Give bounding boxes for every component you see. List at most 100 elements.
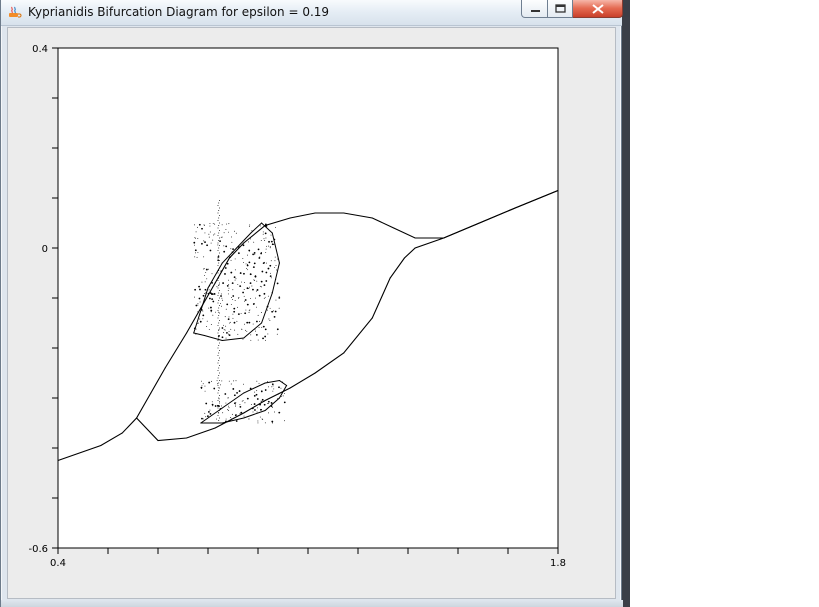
- chaotic-region-dot: [194, 296, 195, 298]
- chaotic-region-dot: [231, 282, 234, 285]
- vertical-sample-dot: [218, 277, 220, 279]
- vertical-sample-dot: [217, 272, 219, 274]
- chaotic-region-dot: [261, 326, 263, 328]
- lower-branch-series-point: [514, 207, 516, 209]
- chaotic-region-dot: [275, 279, 277, 281]
- vertical-sample-dot: [218, 290, 220, 291]
- upper-loop-series-point: [243, 337, 245, 339]
- close-button[interactable]: [573, 0, 623, 18]
- chaotic-region-dot: [222, 299, 224, 301]
- main-branch-series-point: [289, 217, 291, 219]
- chaotic-region-dot: [261, 286, 262, 288]
- chaotic-region-dot: [274, 310, 277, 313]
- vertical-sample-dot: [217, 220, 219, 221]
- chaotic-region-dot: [251, 407, 254, 410]
- chaotic-region-dot: [193, 327, 196, 330]
- chaotic-region-dot: [242, 258, 244, 260]
- chaotic-region-dot: [223, 250, 226, 253]
- maximize-button[interactable]: [548, 0, 573, 18]
- chaotic-region-dot: [207, 411, 210, 413]
- vertical-sample-dot: [218, 275, 220, 276]
- chaotic-region-dot: [248, 226, 250, 227]
- chaotic-region-dot: [253, 262, 256, 265]
- chaotic-region-dot: [234, 230, 235, 232]
- chaotic-region-dot: [235, 278, 237, 280]
- chaotic-region-dot: [252, 323, 254, 325]
- chaotic-region-dot: [249, 309, 251, 311]
- vertical-sample-dot: [218, 372, 220, 374]
- vertical-sample-dot: [218, 367, 220, 369]
- chaotic-region-dot: [260, 240, 262, 241]
- lower-loop-series-point: [286, 384, 288, 387]
- vertical-sample-dot: [218, 260, 220, 261]
- chaotic-region-dot: [211, 401, 213, 403]
- chaotic-region-dot: [262, 233, 264, 235]
- vertical-sample-dot: [218, 217, 220, 219]
- lower-loop-series-point: [264, 382, 266, 384]
- vertical-sample-dot: [217, 407, 219, 409]
- chaotic-region-dot: [221, 224, 223, 226]
- chaotic-region-dot: [278, 386, 280, 389]
- plot-panel: 0.4 1.8 0.4 0 -0.6: [7, 27, 616, 599]
- chaotic-region-dot: [214, 405, 217, 407]
- chaotic-region-dot: [225, 420, 227, 423]
- chaotic-region-dot: [242, 338, 244, 340]
- chaotic-region-dot: [223, 332, 225, 334]
- chaotic-region-dot: [244, 300, 246, 302]
- chaotic-region-dot: [256, 380, 258, 382]
- chaotic-region-dot: [211, 273, 213, 275]
- vertical-sample-dot: [218, 307, 220, 309]
- chaotic-region-dot: [218, 398, 220, 400]
- vertical-sample-dot: [218, 360, 220, 361]
- chaotic-region-dot: [257, 422, 259, 424]
- vertical-sample-dot: [217, 370, 219, 371]
- desktop-blank-area: [630, 0, 819, 607]
- chaotic-region-dot: [231, 241, 233, 243]
- chaotic-region-dot: [209, 225, 211, 227]
- chaotic-region-dot: [202, 383, 204, 385]
- vertical-sample-dot: [218, 297, 220, 299]
- chaotic-region-dot: [222, 282, 225, 284]
- chaotic-region-dot: [204, 241, 206, 244]
- chaotic-region-dot: [270, 405, 273, 408]
- chaotic-region-dot: [221, 271, 223, 273]
- chaotic-region-dot: [253, 251, 256, 254]
- upper-loop-series-point: [203, 334, 205, 337]
- chaotic-region-dot: [248, 418, 250, 420]
- chaotic-region-dot: [227, 318, 230, 321]
- minimize-button[interactable]: [521, 0, 548, 18]
- chaotic-region-dot: [249, 286, 250, 288]
- chaotic-region-dot: [263, 403, 266, 406]
- window-bottom-border: [1, 600, 623, 607]
- window-titlebar[interactable]: Kyprianidis Bifurcation Diagram for epsi…: [1, 0, 623, 26]
- chaotic-region-dot: [206, 320, 208, 322]
- chaotic-region-dot: [212, 234, 214, 236]
- vertical-sample-dot: [218, 405, 220, 406]
- upper-loop-series-point: [193, 332, 195, 334]
- chaotic-region-dot: [230, 417, 232, 418]
- chaotic-region-dot: [227, 397, 229, 399]
- vertical-sample-dot: [218, 285, 220, 286]
- chaotic-region-dot: [233, 276, 236, 279]
- chaotic-region-dot: [242, 291, 245, 294]
- upper-loop-series-point: [278, 262, 280, 264]
- main-branch-series-point: [343, 212, 345, 214]
- chaotic-region-dot: [201, 388, 203, 389]
- chaotic-region-dot: [197, 303, 199, 304]
- chaotic-region-dot: [231, 236, 233, 238]
- chaotic-region-dot: [284, 393, 285, 394]
- upper-loop-series-point: [221, 262, 223, 264]
- chaotic-region-dot: [209, 412, 212, 415]
- chaotic-region-dot: [199, 320, 202, 323]
- chaotic-region-dot: [224, 329, 226, 331]
- vertical-sample-dot: [217, 250, 219, 251]
- chaotic-region-dot: [202, 314, 205, 317]
- chaotic-region-dot: [272, 390, 274, 392]
- chaotic-region-dot: [276, 258, 278, 260]
- chaotic-region-dot: [201, 380, 203, 382]
- chaotic-region-dot: [269, 264, 272, 267]
- chaotic-region-dot: [246, 397, 249, 400]
- chaotic-region-dot: [209, 231, 211, 233]
- chaotic-region-dot: [241, 328, 243, 330]
- vertical-sample-dot: [218, 202, 220, 204]
